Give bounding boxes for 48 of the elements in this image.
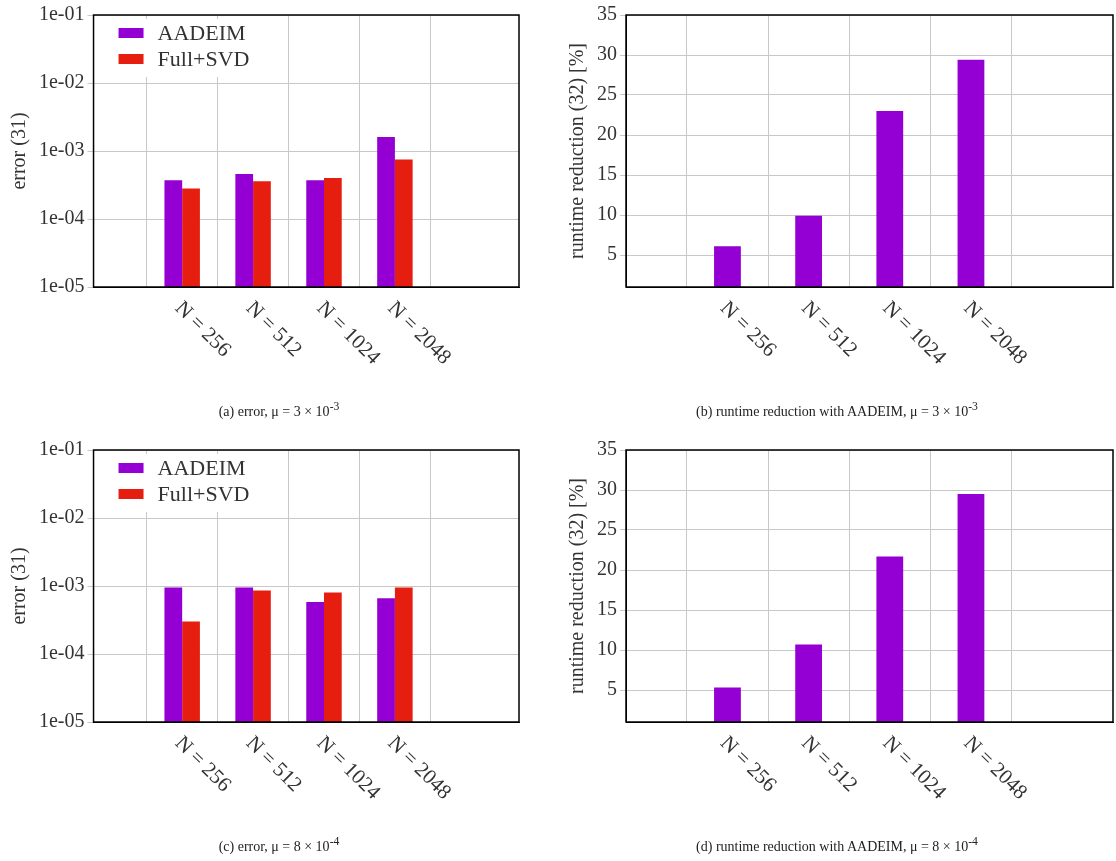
y-tick-label: 5 — [607, 677, 617, 700]
y-tick-label: 20 — [597, 557, 617, 580]
y-tick-label: 1e-02 — [38, 70, 85, 93]
y-axis-title: error (31) — [7, 112, 31, 190]
y-tick-label: 35 — [597, 2, 617, 25]
y-tick-label: 1e-05 — [38, 709, 85, 732]
x-tick-label: N = 1024 — [312, 730, 387, 805]
y-tick-label: 1e-02 — [38, 505, 85, 528]
x-tick-label: N = 1024 — [312, 295, 387, 370]
y-tick-label: 1e-01 — [38, 437, 85, 460]
x-tick-label: N = 256 — [170, 730, 237, 797]
y-axis-title: runtime reduction (32) [%] — [565, 42, 589, 260]
x-tick-label: N = 512 — [241, 295, 308, 362]
x-tick-label: N = 512 — [241, 730, 308, 797]
text: (d) runtime reduction with AADEIM, μ = 8 × 10$^{-4}$ — [695, 835, 979, 855]
x-tick-label: N = 512 — [797, 730, 863, 797]
x-tick-label: N = 1024 — [878, 295, 952, 370]
y-tick-label: 1e-03 — [38, 138, 85, 161]
x-tick-label: N = 256 — [716, 730, 782, 797]
y-tick-label: 25 — [597, 82, 617, 105]
y-tick-label: 1e-04 — [38, 641, 85, 664]
y-tick-label: 30 — [597, 42, 617, 65]
y-tick-label: 20 — [597, 122, 617, 145]
y-tick-label: 10 — [597, 637, 617, 660]
legend-label: Full+SVD — [157, 45, 250, 71]
legend-label: AADEIM — [157, 454, 246, 480]
y-tick-label: 15 — [597, 597, 617, 620]
y-tick-label: 5 — [607, 242, 617, 265]
text: (a) error, μ = 3 × 10$^{-3}$ — [217, 400, 341, 420]
y-axis-title: runtime reduction (32) [%] — [565, 477, 589, 695]
text: (c) error, μ = 8 × 10$^{-4}$ — [217, 835, 341, 855]
y-tick-label: 1e-05 — [38, 274, 85, 297]
x-tick-label: N = 512 — [797, 295, 863, 362]
text: (b) runtime reduction with AADEIM, μ = 3 × 10$^{-3}$ — [695, 400, 979, 420]
y-tick-label: 30 — [597, 477, 617, 500]
legend-label: AADEIM — [157, 19, 246, 45]
x-tick-label: N = 1024 — [878, 730, 952, 805]
y-tick-label: 35 — [597, 437, 617, 460]
x-tick-label: N = 256 — [170, 295, 237, 362]
y-tick-label: 1e-04 — [38, 206, 85, 229]
y-tick-label: 15 — [597, 162, 617, 185]
y-tick-label: 10 — [597, 202, 617, 225]
y-tick-label: 1e-03 — [38, 573, 85, 596]
legend-label: Full+SVD — [157, 480, 250, 506]
y-axis-title: error (31) — [7, 547, 31, 625]
x-tick-label: N = 256 — [716, 295, 782, 362]
y-tick-label: 25 — [597, 517, 617, 540]
y-tick-label: 1e-01 — [38, 2, 85, 25]
